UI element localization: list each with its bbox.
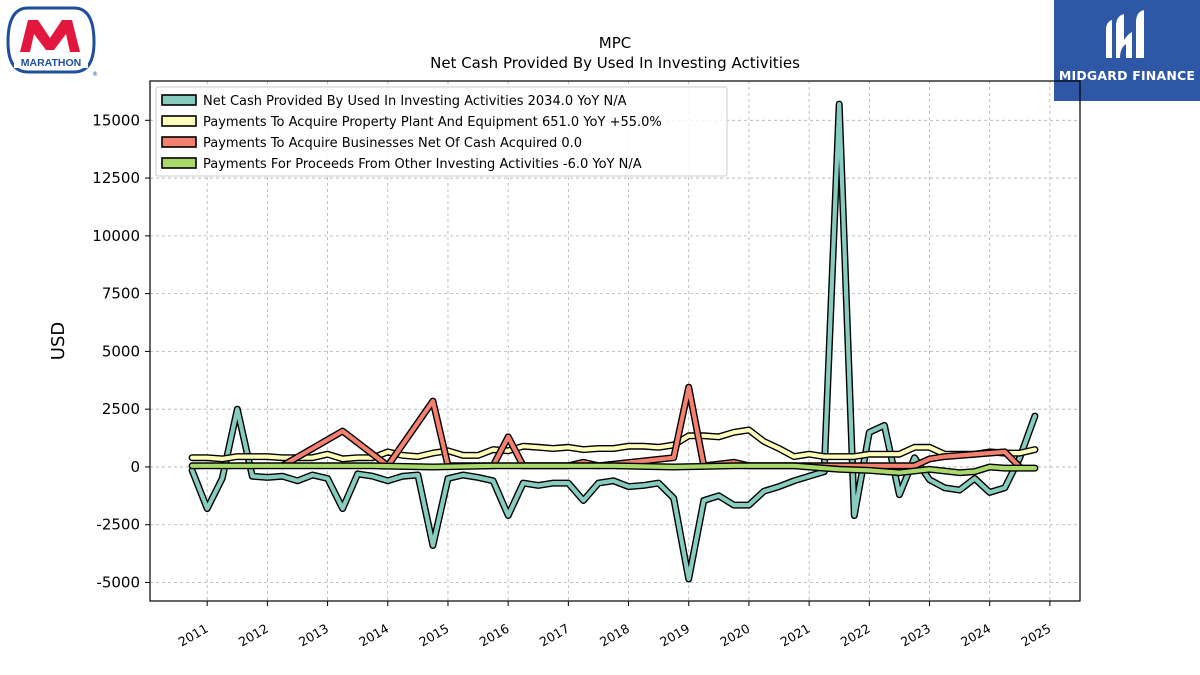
x-tick-label: 2019: [657, 621, 692, 650]
legend-swatch: [161, 157, 197, 169]
x-tick-label: 2025: [1018, 621, 1053, 650]
legend-swatch: [161, 115, 197, 127]
series-line: [190, 427, 1038, 461]
svg-text:®: ®: [92, 71, 98, 78]
legend-frame: [155, 86, 728, 177]
y-tick-label: 7500: [102, 285, 140, 303]
legend-swatch: [161, 136, 197, 148]
y-tick-label: 2500: [102, 400, 140, 418]
marathon-logo: MARATHON ®: [4, 6, 98, 78]
series-line: [280, 385, 1022, 470]
x-tick-label: 2022: [838, 621, 873, 650]
x-tick-label: 2011: [176, 621, 211, 650]
y-tick-label: 10000: [92, 227, 140, 245]
y-tick-label: -5000: [96, 574, 140, 592]
x-tick-label: 2014: [356, 621, 391, 650]
y-tick-label: 15000: [92, 111, 140, 129]
chart-subtitle: Net Cash Provided By Used In Investing A…: [430, 54, 800, 72]
x-tick-label: 2013: [296, 621, 331, 650]
marathon-logo-text: MARATHON: [21, 57, 81, 69]
series-2: [278, 383, 1024, 471]
x-tick-label: 2021: [778, 621, 813, 650]
x-tick-label: 2012: [236, 621, 271, 650]
midgard-logo-icon: [1106, 10, 1144, 58]
x-tick-label: 2020: [717, 621, 752, 650]
series-lines: [188, 100, 1039, 583]
y-tick-label: 12500: [92, 169, 140, 187]
x-tick-label: 2016: [477, 621, 512, 650]
midgard-finance-logo: MIDGARD FINANCE: [1054, 0, 1200, 101]
y-tick-label: 0: [130, 458, 140, 476]
x-tick-label: 2017: [537, 621, 572, 650]
x-tick-label: 2023: [898, 621, 933, 650]
midgard-logo-text: MIDGARD FINANCE: [1058, 68, 1196, 83]
series-1: [188, 426, 1039, 463]
x-tick-label: 2018: [597, 621, 632, 650]
y-tick-label: 5000: [102, 342, 140, 360]
marathon-logo-icon: MARATHON ®: [6, 6, 98, 78]
legend-label: Payments To Acquire Property Plant And E…: [203, 115, 662, 130]
series-3: [188, 462, 1039, 477]
y-tick-label: -2500: [96, 516, 140, 534]
plot-frame: [149, 80, 1081, 602]
legend: Net Cash Provided By Used In Investing A…: [155, 86, 728, 177]
x-tick-label: 2024: [958, 621, 993, 650]
axis-ticks: -5000 -2500 0 2500 5000 7500 10000 12500 15000 20…: [92, 111, 1053, 649]
x-tick-label: 2015: [416, 621, 451, 650]
legend-label: Net Cash Provided By Used In Investing A…: [203, 94, 627, 109]
chart-title: MPC: [599, 34, 631, 52]
series-line: [190, 463, 1038, 475]
y-axis-label: USD: [48, 322, 69, 360]
legend-label: Payments To Acquire Businesses Net Of Ca…: [203, 136, 582, 151]
legend-label: Payments For Proceeds From Other Investi…: [203, 157, 642, 172]
legend-swatch: [161, 94, 197, 106]
